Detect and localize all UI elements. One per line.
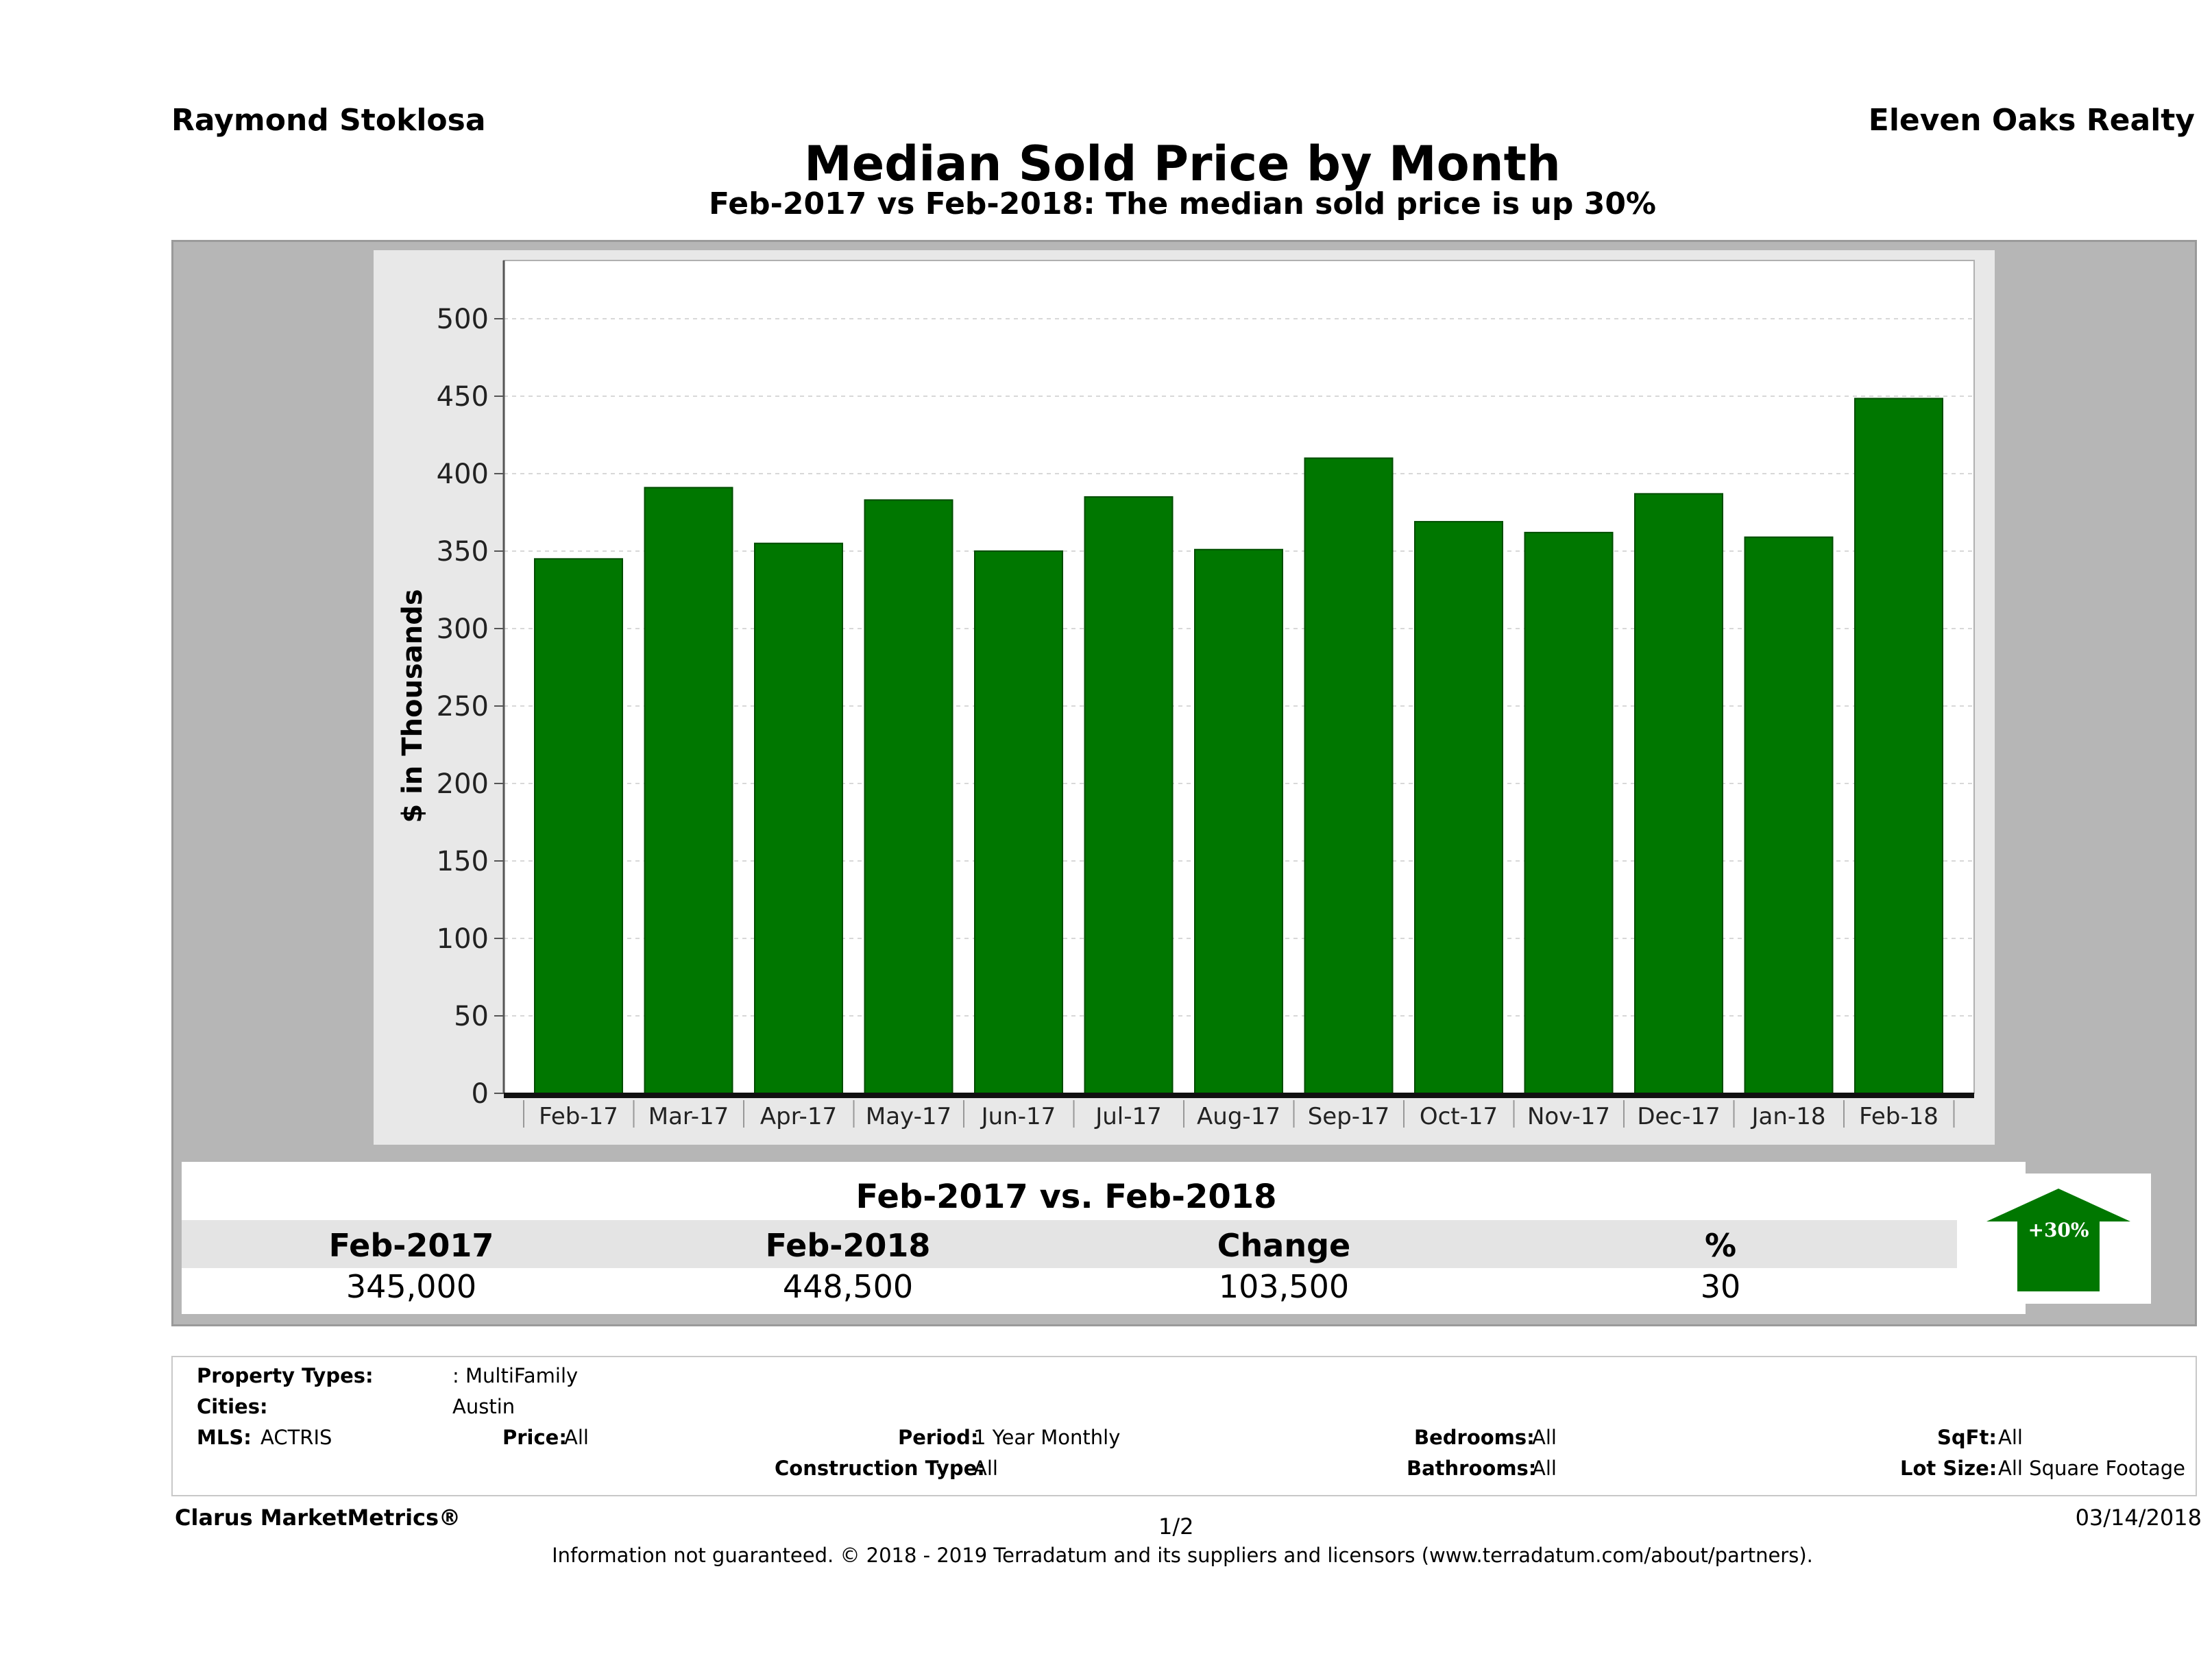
sqft-label: SqFt: (1937, 1426, 1997, 1449)
bathrooms-value: All (1532, 1457, 1557, 1480)
badge-label: +30% (2028, 1219, 2089, 1241)
x-tick-label: Sep-17 (1308, 1103, 1390, 1130)
brokerage-name: Eleven Oaks Realty (1868, 103, 2195, 138)
comparison-header-prev: Feb-2017 (328, 1227, 494, 1264)
y-tick-label: 150 (437, 846, 489, 877)
agent-name: Raymond Stoklosa (171, 103, 486, 138)
bar (1744, 536, 1834, 1095)
mls-label: MLS: (197, 1426, 252, 1449)
bar (754, 542, 843, 1094)
y-tick-label: 400 (437, 459, 489, 490)
bar (864, 499, 953, 1095)
construction-type-value: All (973, 1457, 998, 1480)
bar (1194, 548, 1283, 1094)
comparison-value-curr: 448,500 (782, 1268, 914, 1305)
bar (1634, 493, 1723, 1094)
bar (644, 487, 733, 1094)
comparison-value-percent: 30 (1700, 1268, 1741, 1305)
bathrooms-label: Bathrooms: (1407, 1457, 1537, 1480)
comparison-value-bar (194, 1268, 1938, 1306)
comparison-header-bar (182, 1220, 1957, 1268)
details-panel (171, 1356, 2197, 1496)
y-tick-label: 500 (437, 304, 489, 335)
y-tick-label: 0 (472, 1078, 489, 1110)
page-number: 1/2 (1158, 1513, 1194, 1540)
bar (1084, 496, 1174, 1094)
bedrooms-label: Bedrooms: (1414, 1426, 1535, 1449)
footer-brand: Clarus MarketMetrics® (175, 1505, 461, 1531)
y-axis-title: $ in Thousands (397, 589, 428, 823)
comparison-value-prev: 345,000 (345, 1268, 477, 1305)
comparison-header-percent: % (1704, 1227, 1737, 1264)
x-tick-label: May-17 (866, 1103, 951, 1130)
bar (1304, 457, 1394, 1094)
lot-size-value: All Square Footage (1998, 1457, 2186, 1480)
bar (534, 558, 623, 1094)
x-tick-label: Jun-17 (980, 1103, 1056, 1130)
x-tick-label: Aug-17 (1197, 1103, 1280, 1130)
disclaimer: Information not guaranteed. © 2018 - 201… (552, 1544, 1813, 1567)
bar (1524, 531, 1614, 1094)
x-tick-label: Jan-18 (1751, 1103, 1826, 1130)
construction-type-label: Construction Type: (775, 1457, 985, 1480)
x-tick-label: Feb-17 (539, 1103, 618, 1130)
y-tick-label: 350 (437, 536, 489, 568)
comparison-header-change: Change (1217, 1227, 1351, 1264)
comparison-header-curr: Feb-2018 (765, 1227, 931, 1264)
comparison-title-bar (194, 1174, 1938, 1218)
price-value: All (564, 1426, 589, 1449)
y-tick-label: 100 (437, 923, 489, 955)
bar-chart: 0 50 100 150 200 250 300 350 400 450 500 $ in Thous… (397, 260, 1975, 1130)
bar (1414, 521, 1503, 1094)
page-subtitle: Feb-2017 vs Feb-2018: The median sold pr… (708, 186, 1657, 221)
x-tick-label: Jul-17 (1094, 1103, 1162, 1130)
y-tick-label: 250 (437, 691, 489, 722)
lot-size-label: Lot Size: (1900, 1457, 1997, 1480)
y-tick-label: 200 (437, 768, 489, 800)
price-label: Price: (502, 1426, 567, 1449)
mls-value: ACTRIS (260, 1426, 332, 1449)
report-date: 03/14/2018 (2075, 1505, 2202, 1531)
comparison-title: Feb-2017 vs. Feb-2018 (855, 1178, 1277, 1216)
sqft-value: All (1998, 1426, 2023, 1449)
x-tick-label: Nov-17 (1527, 1103, 1610, 1130)
x-tick-label: Feb-18 (1859, 1103, 1938, 1130)
bar (1854, 398, 1943, 1094)
bar (974, 550, 1063, 1094)
x-tick-label: Oct-17 (1420, 1103, 1498, 1130)
y-tick-label: 50 (454, 1001, 489, 1032)
up-arrow-icon: +30% (1986, 1189, 2130, 1291)
x-tick-label: Apr-17 (760, 1103, 837, 1130)
cities-value: Austin (452, 1395, 515, 1418)
comparison-value-change: 103,500 (1218, 1268, 1350, 1305)
x-tick-label: Dec-17 (1637, 1103, 1720, 1130)
cities-label: Cities: (197, 1395, 268, 1418)
property-types-value: : MultiFamily (452, 1364, 579, 1387)
period-label: Period: (898, 1426, 979, 1449)
period-value: 1 Year Monthly (973, 1426, 1121, 1449)
y-tick-label: 300 (437, 613, 489, 645)
property-types-label: Property Types: (197, 1364, 374, 1387)
y-tick-label: 450 (437, 381, 489, 413)
bedrooms-value: All (1532, 1426, 1557, 1449)
x-tick-label: Mar-17 (648, 1103, 729, 1130)
page-title: Median Sold Price by Month (804, 136, 1561, 192)
